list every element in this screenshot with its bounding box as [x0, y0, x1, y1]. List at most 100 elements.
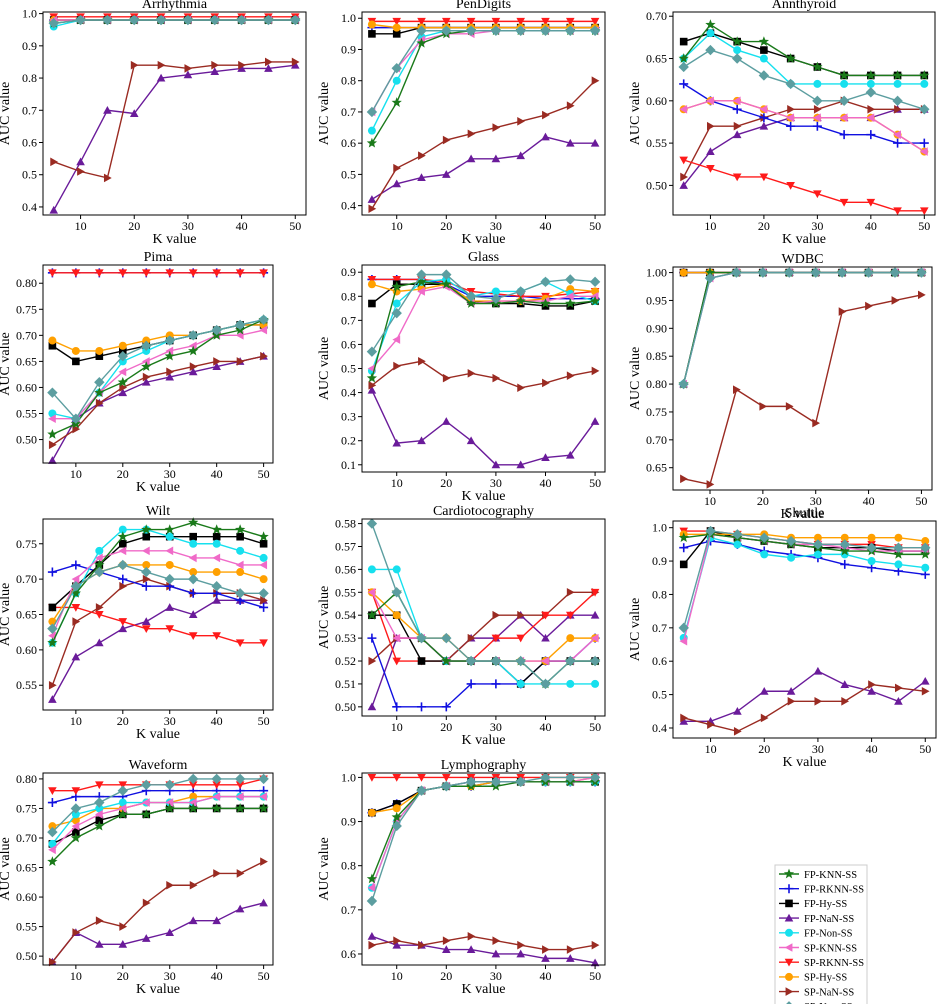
data-point-sp-non-ss [565, 772, 576, 783]
data-point-sp-rknn-ss [259, 269, 268, 278]
data-point-sp-nan-ss [393, 361, 402, 371]
data-point-fp-rknn-ss [47, 567, 57, 577]
data-point-sp-non-ss [866, 542, 877, 553]
data-point-sp-non-ss [893, 542, 904, 553]
data-point-sp-non-ss [117, 350, 128, 362]
data-point-sp-nan-ss [119, 922, 128, 931]
legend-label: SP-Hy-SS [804, 973, 847, 984]
data-point-fp-hy-ss [95, 352, 104, 360]
data-point-fp-nan-ss [188, 610, 198, 618]
data-point-fp-nan-ss [417, 173, 426, 181]
data-point-fp-hy-ss [118, 347, 127, 355]
data-point-sp-non-ss [258, 314, 269, 325]
data-point-fp-knn-ss [785, 53, 796, 63]
data-point-sp-non-ss [70, 413, 82, 424]
data-point-sp-rknn-ss [706, 165, 715, 173]
data-point-sp-rknn-ss [491, 17, 501, 26]
data-point-sp-nan-ss [418, 151, 426, 160]
data-point-sp-non-ss [515, 25, 526, 36]
data-point-sp-hy-ss [165, 560, 174, 569]
y-tick-label: 0.4 [341, 386, 356, 400]
data-point-sp-knn-ss [893, 130, 902, 139]
y-tick-label: 0.70 [16, 831, 37, 845]
data-point-fp-non-ss [706, 29, 715, 38]
data-point-fp-rknn-ss [491, 679, 501, 689]
data-point-sp-nan-ss [894, 683, 903, 693]
data-point-fp-hy-ss [679, 560, 688, 569]
y-tick-label: 0.51 [335, 677, 356, 691]
data-point-sp-non-ss [705, 525, 716, 537]
data-point-fp-non-ss [392, 299, 401, 308]
data-point-sp-nan-ss [50, 157, 59, 167]
data-point-sp-knn-ss [590, 633, 599, 643]
data-point-sp-non-ss [812, 539, 824, 550]
x-tick-label: 10 [705, 742, 717, 756]
data-point-sp-rknn-ss [188, 269, 198, 278]
data-point-fp-rknn-ss [259, 602, 269, 612]
series-group [678, 525, 931, 736]
x-tick-label: 10 [70, 714, 82, 728]
y-axis-label: AUC value [317, 586, 332, 649]
data-point-sp-nan-ss [680, 713, 689, 723]
data-point-fp-nan-ss [541, 954, 550, 962]
data-point-sp-rknn-ss [48, 787, 57, 796]
y-tick-label: 0.70 [646, 9, 667, 23]
data-point-fp-hy-ss [118, 539, 127, 548]
data-point-sp-rknn-ss [235, 269, 245, 278]
data-point-fp-non-ss [516, 679, 525, 688]
y-tick-label: 0.4 [22, 200, 37, 214]
data-point-fp-rknn-ss [840, 559, 850, 569]
series-line-sp-hy-ss [371, 283, 596, 302]
data-point-sp-non-ss [889, 267, 901, 278]
data-point-sp-nan-ss [492, 936, 501, 946]
data-point-sp-non-ss [47, 387, 58, 398]
data-point-sp-non-ss [892, 95, 903, 107]
y-tick-label: 0.65 [646, 461, 667, 475]
data-point-fp-nan-ss [118, 624, 128, 633]
data-point-sp-hy-ss [566, 634, 575, 643]
data-point-fp-rknn-ss [732, 104, 742, 114]
data-point-sp-non-ss [141, 340, 152, 351]
y-tick-label: 0.6 [22, 136, 37, 150]
series-group [366, 518, 601, 712]
data-point-sp-hy-ss [894, 533, 903, 542]
data-point-sp-nan-ss [492, 610, 501, 620]
data-point-sp-knn-ss [48, 845, 56, 855]
data-point-sp-non-ss [234, 588, 246, 599]
x-tick-label: 20 [758, 742, 770, 756]
data-point-sp-knn-ss [786, 113, 795, 123]
data-point-sp-rknn-ss [141, 625, 151, 633]
data-point-sp-rknn-ss [813, 190, 822, 199]
y-tick-label: 0.70 [646, 433, 667, 447]
series-line-fp-rknn-ss [52, 790, 264, 804]
legend-item-fp-nan-ss: FP-NaN-SS [779, 913, 854, 925]
data-point-sp-rknn-ss [48, 269, 57, 278]
data-point-sp-nan-ss [591, 940, 600, 950]
legend-label: FP-RKNN-SS [804, 885, 864, 896]
data-point-sp-nan-ss [785, 402, 794, 411]
data-point-fp-nan-ss [367, 195, 377, 203]
data-point-fp-nan-ss [590, 138, 600, 147]
data-point-fp-hy-ss [417, 657, 426, 665]
data-point-sp-non-ss [416, 785, 427, 796]
series-line-fp-nan-ss [51, 355, 264, 461]
data-point-fp-knn-ss [391, 97, 402, 107]
y-tick-label: 0.60 [16, 380, 37, 394]
data-point-fp-nan-ss [76, 157, 85, 166]
data-point-sp-hy-ss [679, 268, 688, 277]
data-point-sp-nan-ss [72, 928, 81, 937]
x-tick-label: 40 [863, 494, 875, 508]
x-tick-label: 40 [539, 720, 551, 734]
data-point-sp-non-ss [785, 78, 796, 90]
data-point-sp-knn-ss [235, 560, 244, 570]
data-point-fp-knn-ss [258, 803, 269, 813]
series-line-sp-rknn-ss [371, 278, 596, 297]
data-point-fp-rknn-ss [141, 581, 151, 591]
data-point-sp-non-ss [490, 655, 502, 667]
data-point-fp-nan-ss [565, 954, 575, 962]
x-axis-label: K value [153, 232, 197, 247]
y-tick-label: 0.65 [646, 52, 667, 66]
data-point-sp-rknn-ss [212, 781, 221, 790]
y-tick-label: 1.0 [341, 770, 356, 784]
data-point-fp-nan-ss [141, 617, 151, 626]
